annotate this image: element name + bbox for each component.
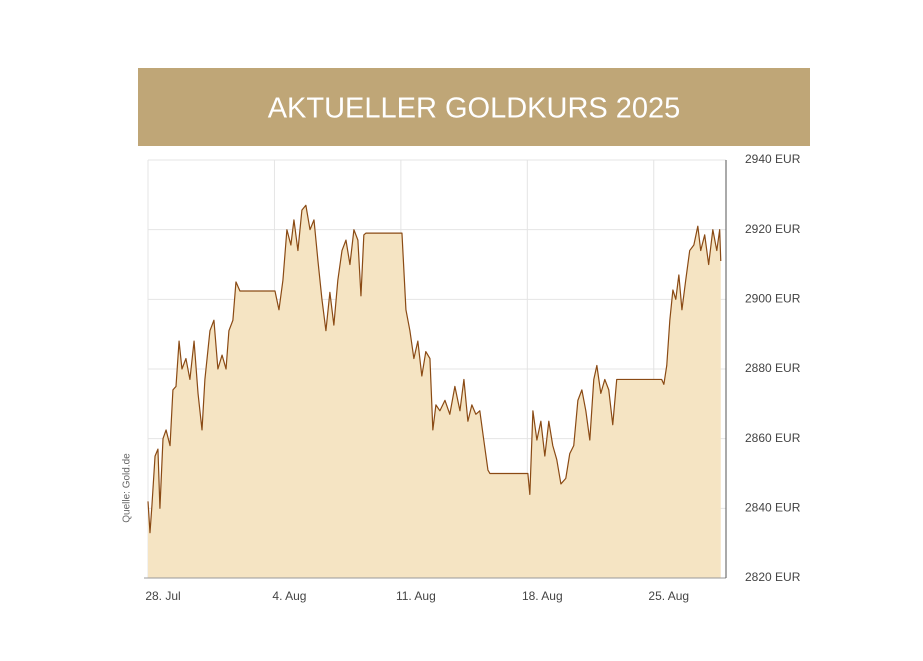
area-fill [148,205,721,579]
y-tick-label: 2920 EUR [745,222,801,236]
x-tick-label: 18. Aug [522,589,563,603]
price-line [147,204,722,534]
chart-title: AKTUELLER GOLDKURS 2025 [268,93,681,125]
y-tick-label: 2840 EUR [745,501,801,515]
y-tick-label: 2900 EUR [745,292,801,306]
x-tick-label: 25. Aug [648,589,689,603]
y-tick-label: 2880 EUR [745,361,801,375]
y-tick-label: 2820 EUR [745,570,801,584]
title-banner [138,68,810,146]
x-tick-label: 28. Jul [145,589,180,603]
source-label: Quelle: Gold.de [122,453,133,523]
y-tick-label: 2860 EUR [745,431,801,445]
y-tick-label: 2940 EUR [745,152,801,166]
x-tick-label: 4. Aug [272,589,306,603]
x-tick-label: 11. Aug [396,589,436,603]
